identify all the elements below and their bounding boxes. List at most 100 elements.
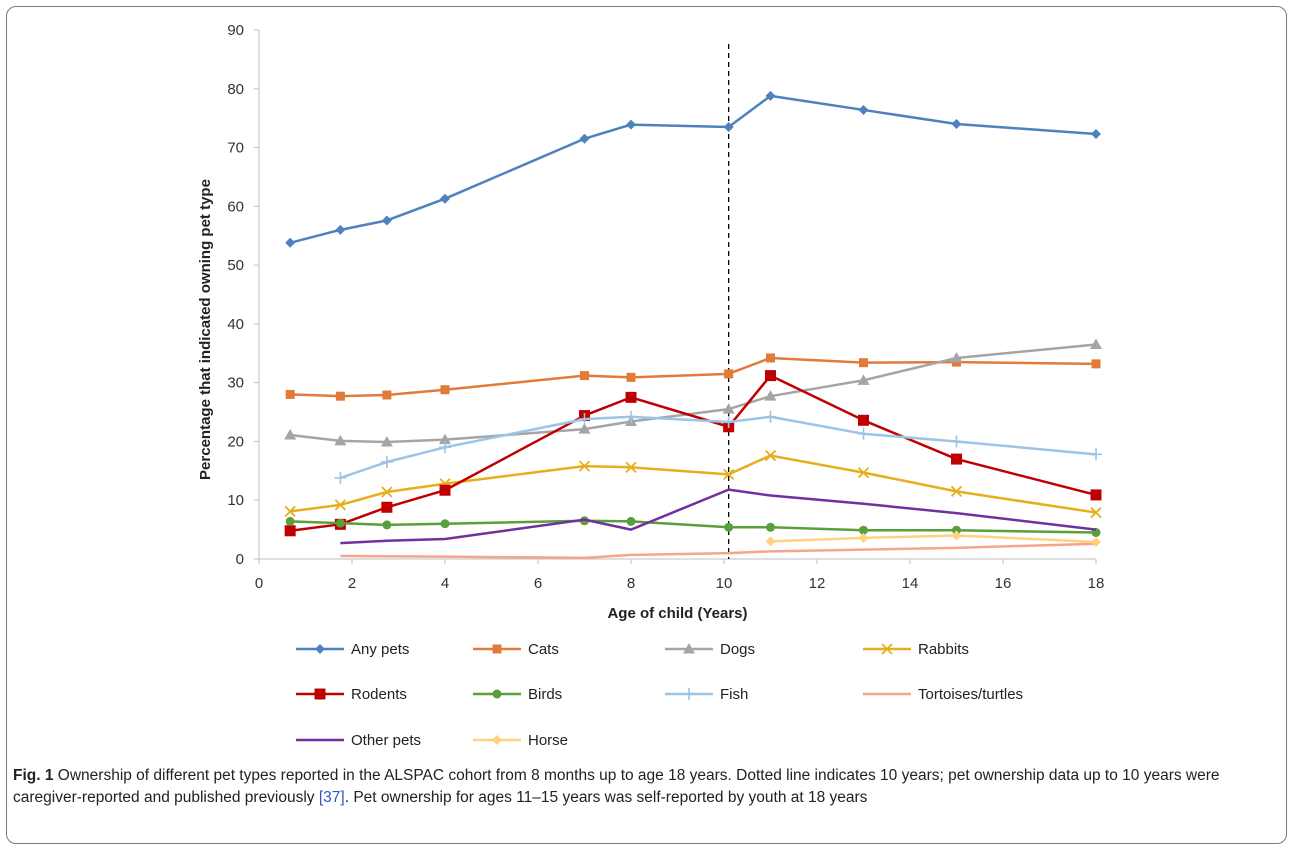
- data-point: [335, 391, 345, 401]
- legend: Any pets Cats Dogs Rabbits Rodents Birds Fish T…: [296, 641, 1023, 749]
- legend-item-any-pets: Any pets: [296, 641, 409, 658]
- data-point: [1090, 506, 1102, 519]
- data-point: [683, 643, 695, 654]
- data-point-stroke: [881, 643, 893, 655]
- y-tick-label: 80: [227, 81, 244, 98]
- data-point: [951, 453, 962, 465]
- x-tick-label: 4: [441, 575, 449, 592]
- data-point: [492, 735, 502, 745]
- y-tick-label: 30: [227, 375, 244, 392]
- data-point: [440, 519, 450, 529]
- data-point: [380, 436, 393, 447]
- data-point-stroke: [723, 468, 735, 480]
- legend-item-horse: Horse: [473, 732, 568, 749]
- figure-label: Fig. 1: [13, 767, 54, 784]
- series-line: [289, 94, 1097, 244]
- series-rabbits: [284, 449, 1102, 519]
- legend-label: Fish: [720, 686, 748, 703]
- data-point: [950, 435, 963, 448]
- data-point: [381, 486, 393, 498]
- data-point: [858, 104, 869, 115]
- y-tick-label: 50: [227, 257, 244, 274]
- legend-item-rabbits: Rabbits: [863, 641, 969, 658]
- legend-item-tortoises: Tortoises/turtles: [863, 686, 1023, 703]
- series-rodents: [284, 370, 1102, 537]
- series-line: [340, 542, 1097, 560]
- data-point: [440, 193, 450, 204]
- data-point: [1090, 448, 1102, 461]
- legend-label: Other pets: [351, 732, 421, 749]
- plot-area: [284, 44, 1102, 560]
- data-point-stroke: [578, 460, 591, 472]
- data-point: [1091, 129, 1101, 140]
- series-any-pets: [285, 90, 1101, 248]
- data-point: [334, 499, 347, 511]
- citation-link[interactable]: [37]: [318, 789, 345, 806]
- data-point: [951, 119, 962, 130]
- data-point: [881, 643, 893, 655]
- data-point: [1091, 536, 1101, 547]
- data-point: [724, 522, 734, 532]
- series-line: [289, 374, 1097, 533]
- data-point: [380, 456, 393, 469]
- data-point-stroke: [284, 505, 296, 518]
- data-point: [1090, 489, 1102, 501]
- data-point: [580, 371, 589, 381]
- data-point: [723, 121, 734, 132]
- line-chart: 0 10 20 30 40 50 60 70 80 90 0 2 4 6 8 10 12 14 16 18 Age of…: [197, 22, 1104, 749]
- data-point: [952, 525, 961, 535]
- data-point: [381, 501, 393, 513]
- legend-item-rodents: Rodents: [296, 686, 407, 703]
- legend-label: Birds: [528, 686, 562, 703]
- data-point: [285, 237, 296, 248]
- data-point: [578, 460, 591, 472]
- series-line: [339, 415, 1097, 480]
- data-point-stroke: [381, 486, 393, 498]
- legend-item-cats: Cats: [473, 641, 559, 658]
- data-point: [858, 532, 869, 543]
- data-point: [285, 516, 295, 526]
- caption-text-end: . Pet ownership for ages 11–15 years was…: [344, 789, 868, 806]
- data-point: [626, 516, 636, 526]
- data-point: [578, 413, 591, 426]
- legend-label: Any pets: [351, 641, 409, 658]
- y-tick-label: 60: [227, 198, 244, 215]
- x-tick-label: 2: [348, 575, 356, 592]
- y-tick-label: 40: [227, 316, 244, 333]
- series-cats: [285, 353, 1101, 401]
- data-point: [1091, 359, 1101, 369]
- series-line: [290, 519, 1097, 534]
- data-point: [765, 90, 776, 101]
- series-tortoises: [340, 542, 1097, 560]
- data-point: [626, 372, 636, 382]
- data-point: [859, 358, 868, 368]
- data-point: [857, 466, 870, 479]
- data-point: [625, 461, 637, 473]
- data-point: [284, 505, 296, 518]
- x-axis-title: Age of child (Years): [607, 605, 747, 622]
- legend-label: Rodents: [351, 686, 407, 703]
- figure-frame: [6, 6, 1287, 844]
- caption-text: Ownership of different pet types reporte…: [13, 767, 1220, 806]
- data-point: [951, 530, 962, 541]
- data-point: [626, 119, 636, 130]
- data-point: [857, 374, 870, 385]
- legend-item-birds: Birds: [473, 686, 562, 703]
- data-point: [334, 471, 347, 484]
- data-point: [440, 385, 450, 395]
- legend-label: Horse: [528, 732, 568, 749]
- x-tick-label: 6: [534, 575, 542, 592]
- x-tick-label: 8: [627, 575, 635, 592]
- series-line: [770, 534, 1097, 544]
- y-tick-label: 70: [227, 140, 244, 157]
- series-fish: [334, 410, 1102, 484]
- data-point: [335, 518, 345, 528]
- x-tick-label: 10: [716, 575, 733, 592]
- data-point: [492, 689, 502, 699]
- data-point: [950, 351, 963, 363]
- data-point: [857, 427, 870, 440]
- data-point: [285, 389, 295, 399]
- legend-label: Tortoises/turtles: [918, 686, 1023, 703]
- legend-item-dogs: Dogs: [665, 641, 755, 658]
- data-point: [722, 416, 735, 429]
